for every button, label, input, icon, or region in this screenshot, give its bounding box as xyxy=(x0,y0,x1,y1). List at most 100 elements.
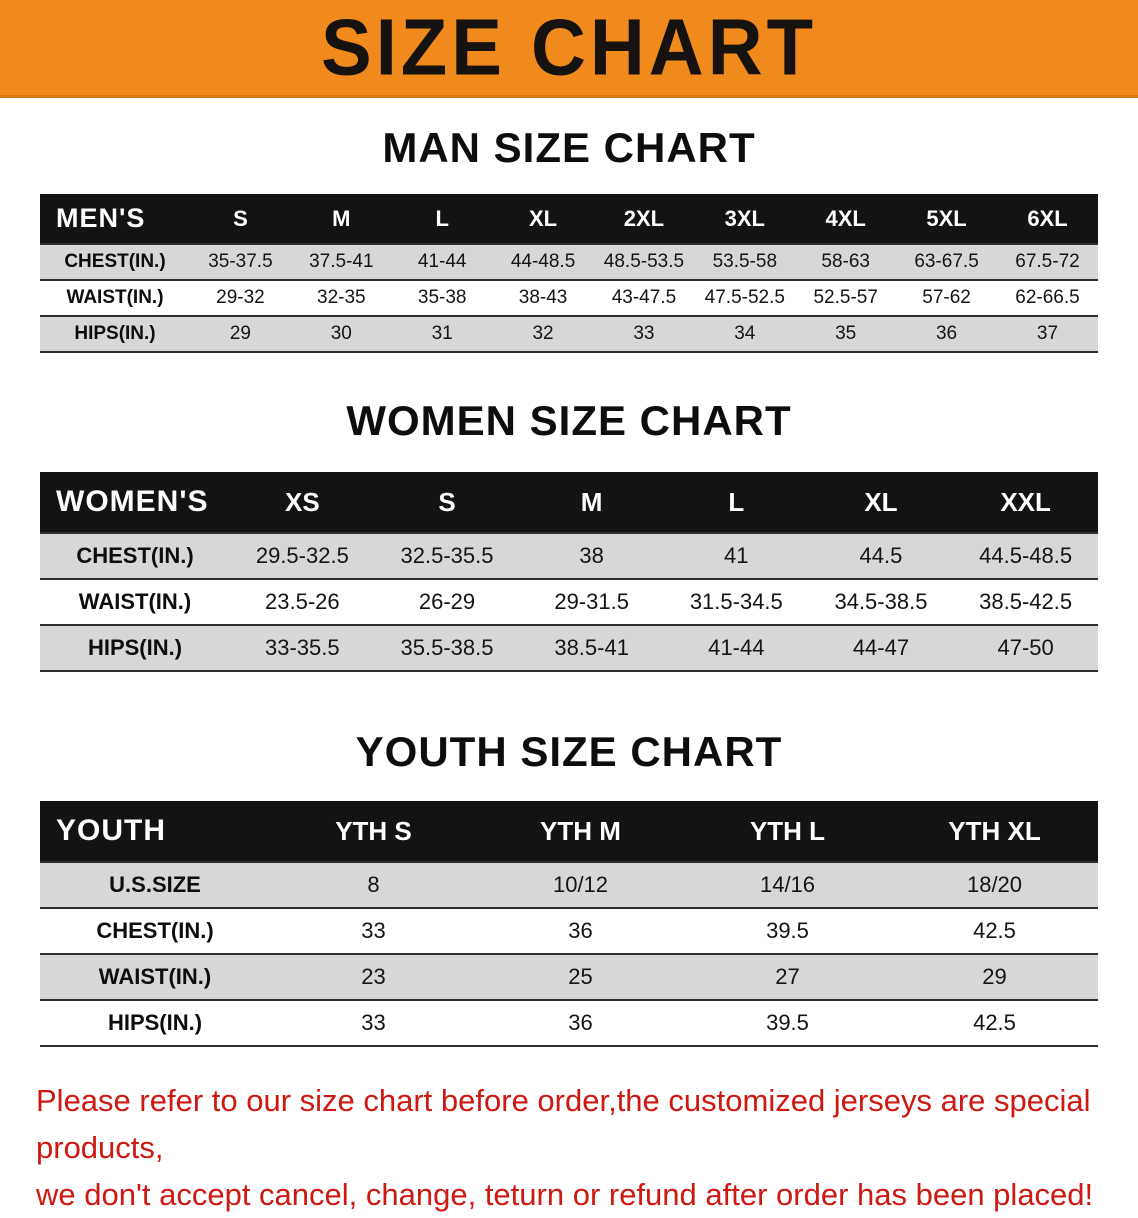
table-cell: 35.5-38.5 xyxy=(400,635,494,660)
table-cell: 32.5-35.5 xyxy=(400,543,494,568)
men-size-section: MAN SIZE CHART MEN'S S M L XL 2XL 3XL 4XL 5XL 6XL… xyxy=(0,124,1138,353)
table-cell: 32 xyxy=(532,323,554,344)
table-row: WAIST(IN.) 23 25 27 29 xyxy=(40,954,1098,1000)
column-header: YTH S xyxy=(270,801,477,862)
table-cell: 44.5 xyxy=(859,543,903,568)
table-cell: 47.5-52.5 xyxy=(704,287,785,308)
table-cell: 41-44 xyxy=(417,251,467,272)
table-cell: 42.5 xyxy=(973,918,1016,943)
row-label: HIPS(IN.) xyxy=(87,635,183,660)
table-cell: 31 xyxy=(431,323,453,344)
row-label: U.S.SIZE xyxy=(109,872,201,897)
table-cell: 44-47 xyxy=(852,635,910,660)
column-header: M xyxy=(290,194,392,244)
section-title-youth: YOUTH SIZE CHART xyxy=(355,728,783,775)
table-cell: 37.5-41 xyxy=(309,251,374,272)
table-header-row: WOMEN'S XS S M L XL XXL xyxy=(40,472,1098,533)
section-title-men: MAN SIZE CHART xyxy=(382,124,756,171)
row-label: HIPS(IN.) xyxy=(74,323,156,344)
column-header: YTH M xyxy=(477,801,684,862)
table-cell: 25 xyxy=(568,964,593,989)
table-header-row: MEN'S S M L XL 2XL 3XL 4XL 5XL 6XL xyxy=(40,194,1098,244)
table-cell: 33-35.5 xyxy=(265,635,340,660)
table-cell: 43-47.5 xyxy=(611,287,677,308)
table-cell: 34.5-38.5 xyxy=(834,589,928,614)
table-cell: 33 xyxy=(633,323,655,344)
table-cell: 29 xyxy=(229,323,251,344)
column-header: XXL xyxy=(953,472,1098,533)
table-row: WAIST(IN.) 23.5-26 26-29 29-31.5 31.5-34.5 34… xyxy=(40,579,1098,625)
table-cell: 34 xyxy=(734,323,756,344)
row-label: WAIST(IN.) xyxy=(78,589,192,614)
table-cell: 57-62 xyxy=(922,287,971,308)
table-cell: 27 xyxy=(775,964,800,989)
table-cell: 36 xyxy=(568,918,593,943)
column-header: S xyxy=(190,194,291,244)
table-corner-label: WOMEN'S xyxy=(40,472,230,533)
column-header: YTH XL xyxy=(891,801,1098,862)
table-cell: 58-63 xyxy=(821,251,870,272)
column-header: 6XL xyxy=(997,194,1098,244)
table-corner-label: MEN'S xyxy=(40,194,190,244)
table-cell: 14/16 xyxy=(759,872,816,897)
table-cell: 10/12 xyxy=(552,872,609,897)
column-header: 5XL xyxy=(896,194,997,244)
row-label: CHEST(IN.) xyxy=(96,918,214,943)
table-cell: 38.5-41 xyxy=(554,635,629,660)
table-cell: 23.5-26 xyxy=(265,589,340,614)
row-label: WAIST(IN.) xyxy=(98,964,212,989)
banner: SIZE CHART xyxy=(0,0,1138,98)
table-cell: 29-32 xyxy=(216,287,265,308)
table-cell: 32-35 xyxy=(317,287,366,308)
table-cell: 42.5 xyxy=(973,1010,1016,1035)
table-cell: 26-29 xyxy=(418,589,476,614)
table-cell: 35-38 xyxy=(417,287,467,308)
table-cell: 62-66.5 xyxy=(1015,287,1080,308)
row-label: CHEST(IN.) xyxy=(76,543,194,568)
row-label: HIPS(IN.) xyxy=(107,1010,203,1035)
youth-size-section: YOUTH SIZE CHART YOUTH YTH S YTH M YTH L YTH… xyxy=(0,728,1138,1047)
table-cell: 23 xyxy=(361,964,386,989)
table-cell: 31.5-34.5 xyxy=(689,589,783,614)
table-cell: 44-48.5 xyxy=(510,251,576,272)
table-cell: 33 xyxy=(361,1010,386,1035)
table-cell: 39.5 xyxy=(766,918,809,943)
column-header: L xyxy=(663,472,809,533)
table-cell: 35 xyxy=(835,323,857,344)
table-cell: 47-50 xyxy=(997,635,1054,660)
table-cell: 29.5-32.5 xyxy=(255,543,349,568)
table-row: HIPS(IN.) 29 30 31 32 33 34 35 36 37 xyxy=(40,316,1098,352)
table-cell: 39.5 xyxy=(766,1010,809,1035)
row-label: WAIST(IN.) xyxy=(66,287,164,308)
section-title-women: WOMEN SIZE CHART xyxy=(346,397,792,444)
table-cell: 67.5-72 xyxy=(1015,251,1080,272)
table-cell: 53.5-58 xyxy=(712,251,778,272)
table-cell: 38.5-42.5 xyxy=(979,589,1073,614)
table-cell: 44.5-48.5 xyxy=(979,543,1073,568)
row-label: CHEST(IN.) xyxy=(64,251,166,272)
column-header: M xyxy=(519,472,664,533)
table-cell: 29 xyxy=(982,964,1007,989)
table-row: HIPS(IN.) 33 36 39.5 42.5 xyxy=(40,1000,1098,1046)
youth-size-table: YOUTH YTH S YTH M YTH L YTH XL U.S.SIZE 8 10/12… xyxy=(40,801,1098,1047)
column-header: 2XL xyxy=(593,194,695,244)
table-cell: 30 xyxy=(330,323,352,344)
table-cell: 36 xyxy=(935,323,958,344)
table-corner-label: YOUTH xyxy=(40,801,270,862)
table-cell: 41 xyxy=(724,543,749,568)
column-header: XL xyxy=(492,194,594,244)
footer-line-2: we don't accept cancel, change, teturn o… xyxy=(36,1177,1094,1212)
column-header: XL xyxy=(808,472,954,533)
table-cell: 33 xyxy=(361,918,386,943)
table-row: CHEST(IN.) 33 36 39.5 42.5 xyxy=(40,908,1098,954)
men-size-table: MEN'S S M L XL 2XL 3XL 4XL 5XL 6XL CHEST(IN.) 35-37… xyxy=(40,194,1098,353)
table-cell: 36 xyxy=(568,1010,593,1035)
table-cell: 52.5-57 xyxy=(813,287,878,308)
table-header-row: YOUTH YTH S YTH M YTH L YTH XL xyxy=(40,801,1098,862)
table-row: U.S.SIZE 8 10/12 14/16 18/20 xyxy=(40,862,1098,908)
table-row: HIPS(IN.) 33-35.5 35.5-38.5 38.5-41 41-44 44-… xyxy=(40,625,1098,671)
table-row: WAIST(IN.) 29-32 32-35 35-38 38-43 43-47.5 47.… xyxy=(40,280,1098,316)
table-cell: 38-43 xyxy=(518,287,568,308)
table-cell: 41-44 xyxy=(708,635,765,660)
table-cell: 48.5-53.5 xyxy=(603,251,685,272)
